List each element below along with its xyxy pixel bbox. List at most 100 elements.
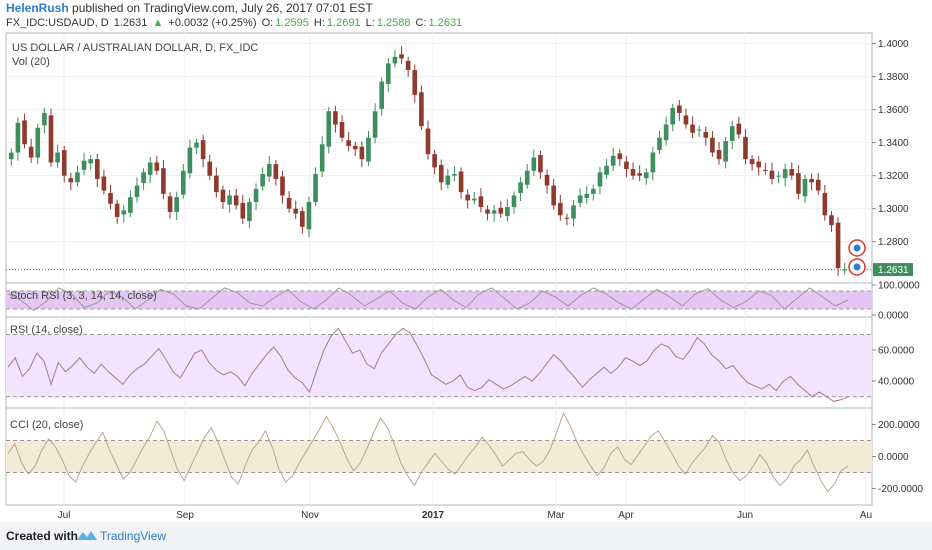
candle-body: [524, 170, 530, 185]
indicator-bands: [6, 290, 872, 474]
candle-body: [643, 172, 649, 179]
candle-body: [763, 169, 768, 171]
stoch-rsi-y-tick-label: 100.0000: [878, 281, 920, 292]
stoch-rsi-line: [7, 287, 849, 312]
publish-header: HelenRush published on TradingView.com, …: [6, 1, 373, 15]
candle-body: [180, 170, 186, 195]
x-tick-label: 2017: [422, 510, 445, 521]
candle-body: [134, 185, 140, 198]
candle-body: [551, 185, 556, 206]
candle-body: [716, 150, 722, 160]
candle-body: [425, 128, 431, 155]
candle-body: [458, 171, 464, 193]
candle-body: [577, 195, 583, 203]
candle-body: [465, 194, 470, 201]
candle-body: [81, 160, 87, 170]
candle-body: [154, 162, 160, 171]
candle-body: [829, 215, 834, 226]
candle-body: [75, 172, 80, 183]
author-link[interactable]: HelenRush: [6, 1, 69, 15]
candle-body: [432, 154, 437, 168]
candle-body: [187, 147, 193, 174]
candle-body: [670, 107, 676, 125]
candle-body: [22, 120, 27, 145]
candle-body: [571, 205, 576, 219]
time-axis: Jul Sep Nov 2017 Mar Apr Jun Au: [58, 510, 873, 521]
candle-body: [604, 165, 609, 175]
candle-body: [743, 136, 748, 160]
chart-area[interactable]: 1.4000 1.3800 1.3600 1.3400 1.3200 1.3000 1.28…: [0, 0, 932, 522]
candle-body: [200, 140, 206, 160]
candle-body: [352, 145, 358, 150]
candle-body: [399, 54, 404, 59]
last-price-tag-text: 1.2631: [878, 265, 909, 276]
candle-body: [802, 178, 808, 197]
candle-body: [114, 203, 120, 217]
candle-body: [266, 164, 272, 177]
open-value: 1.2595: [275, 17, 309, 29]
candle-body: [260, 174, 265, 187]
candle-body: [412, 70, 418, 95]
candle-body: [419, 92, 424, 127]
rsi-band: [6, 334, 872, 397]
y-tick-label: 1.2800: [878, 237, 909, 248]
candle-body: [729, 126, 735, 141]
candle-body: [207, 161, 213, 176]
candle-body: [88, 159, 93, 164]
cci-band: [6, 440, 872, 473]
candle-body: [736, 123, 742, 135]
x-tick-label: Apr: [618, 510, 634, 521]
candle-body: [372, 111, 378, 138]
cci-y-tick-label: -200.0000: [878, 484, 923, 495]
candle-body: [141, 172, 146, 184]
candle-body: [445, 175, 451, 185]
candle-body: [42, 112, 47, 126]
x-tick-label: Jun: [737, 510, 753, 521]
tradingview-link[interactable]: TradingView: [100, 529, 167, 543]
candle-body: [815, 179, 821, 191]
y-tick-label: 1.3600: [878, 105, 909, 116]
published-text: published on TradingView.com, July 26, 2…: [72, 1, 373, 15]
candle-body: [557, 202, 563, 216]
candle-body: [835, 222, 841, 269]
symbol-name: FX_IDC:USDAUD, D: [6, 17, 109, 29]
y-tick-label: 1.3400: [878, 138, 909, 149]
rsi-line: [7, 327, 849, 402]
candle-body: [842, 269, 848, 271]
candle-body: [167, 196, 173, 212]
high-value: 1.2691: [326, 17, 361, 29]
candle-body: [584, 193, 590, 198]
candle-body: [637, 173, 642, 176]
y-tick-label: 1.3200: [878, 171, 909, 182]
candle-body: [452, 174, 457, 176]
chart-title: US DOLLAR / AUSTRALIAN DOLLAR, D, FX_IDC: [12, 42, 258, 54]
y-tick-label: 1.3000: [878, 204, 909, 215]
candle-body: [28, 146, 34, 158]
candle-body: [247, 202, 252, 222]
candle-body: [392, 56, 398, 64]
candle-body: [624, 161, 629, 170]
x-tick-label: Mar: [547, 510, 565, 521]
candle-body: [531, 157, 537, 171]
rsi-label: RSI (14, close): [10, 324, 83, 336]
tradingview-logo-icon: [77, 531, 97, 540]
candle-body: [306, 202, 312, 230]
candle-body: [293, 208, 299, 214]
candle-body: [511, 195, 517, 208]
x-tick-label: Jul: [58, 510, 71, 521]
candle-body: [690, 124, 695, 133]
candle-body: [366, 137, 371, 162]
candle-body: [703, 131, 709, 138]
candle-body: [498, 207, 504, 214]
indicator-lines: [7, 287, 849, 493]
candle-body: [128, 197, 133, 213]
candle-body: [663, 124, 669, 141]
candle-body: [782, 169, 788, 179]
candle-body: [174, 197, 179, 212]
event-flag-icon-2[interactable]: [848, 258, 866, 276]
low-label: L:: [365, 17, 375, 29]
stoch-rsi-label: Stoch RSI (3, 3, 14, 14, close): [10, 290, 157, 302]
candle-body: [544, 174, 550, 186]
event-flag-icon[interactable]: [848, 239, 866, 257]
candle-body: [610, 155, 616, 166]
